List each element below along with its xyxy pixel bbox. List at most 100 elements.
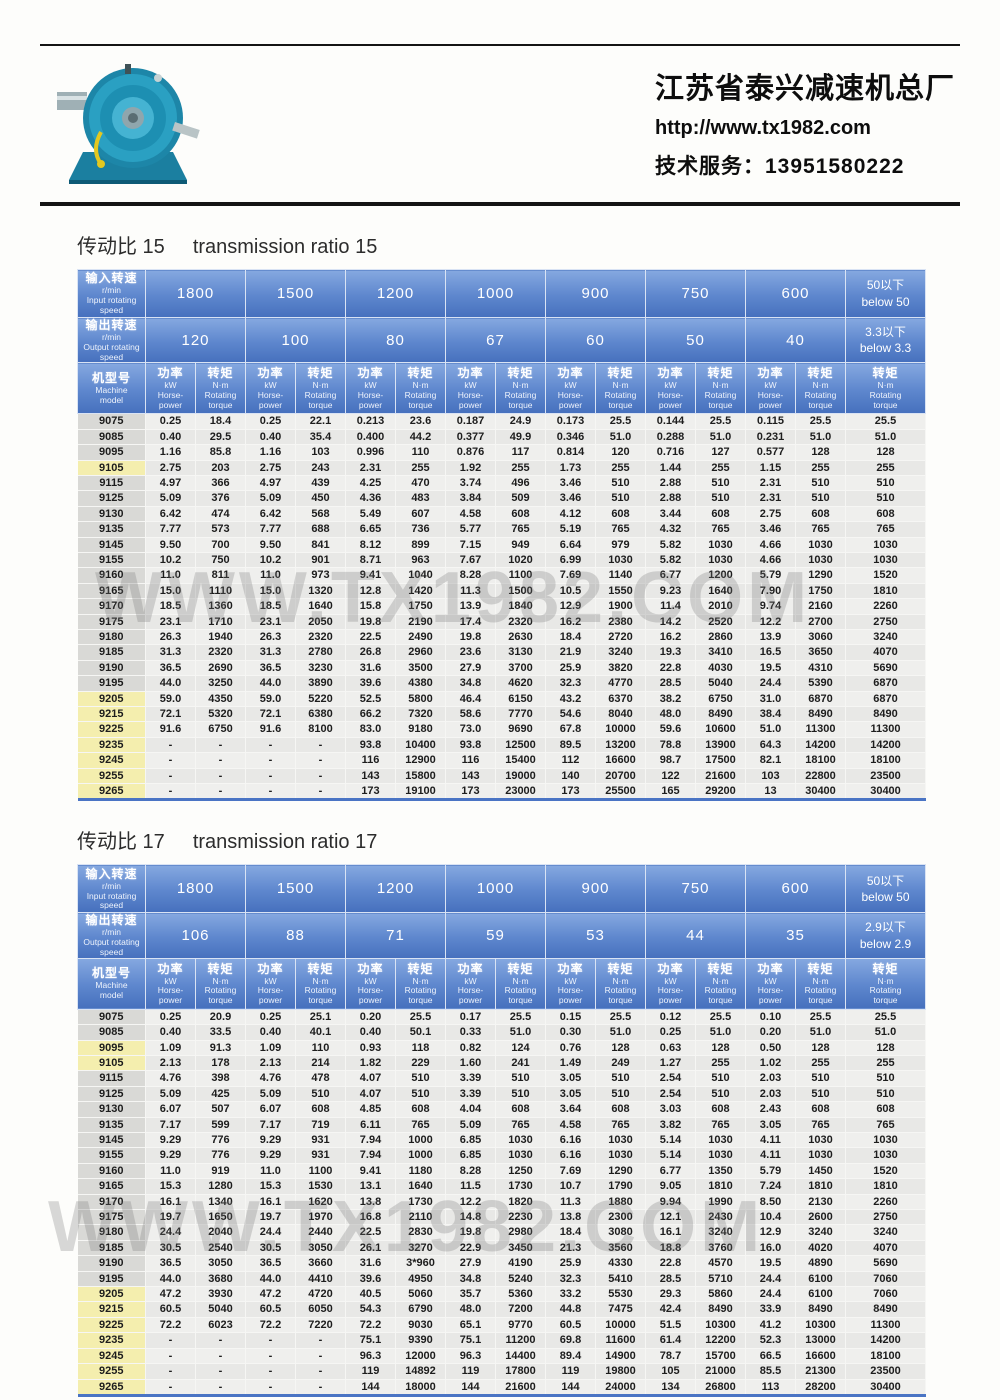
value-cell: 2.54 xyxy=(645,1070,696,1087)
title-en: transmission ratio 17 xyxy=(192,831,378,854)
value-cell: 255 xyxy=(695,460,746,476)
value-cell: 33.5 xyxy=(195,1024,246,1041)
value-cell: - xyxy=(245,1363,296,1380)
value-cell: 6.85 xyxy=(445,1147,496,1164)
value-cell: - xyxy=(245,1348,296,1365)
value-cell: 9390 xyxy=(395,1332,446,1349)
value-cell: 2300 xyxy=(595,1209,646,1226)
power-header: 功率 kW Horse-power xyxy=(745,362,796,415)
value-cell: - xyxy=(295,1379,346,1397)
value-cell: 510 xyxy=(845,475,926,492)
value-cell: 7.67 xyxy=(445,552,496,569)
value-cell: - xyxy=(145,1363,196,1380)
value-cell: 6370 xyxy=(595,691,646,708)
value-cell: 12.9 xyxy=(545,598,596,615)
value-cell: 2780 xyxy=(295,644,346,661)
value-cell: 2720 xyxy=(595,629,646,646)
value-cell: 1550 xyxy=(595,583,646,600)
value-cell: - xyxy=(145,737,196,754)
value-cell: 15400 xyxy=(495,752,546,769)
value-cell: 510 xyxy=(795,1070,846,1087)
output-speed-88: 88 xyxy=(245,912,346,959)
model-cell: 9165 xyxy=(77,1178,146,1195)
value-cell: 5390 xyxy=(795,675,846,692)
table-row: 9225 91.6 6750 91.6 8100 83.0 9180 73.0 9690 67.8… xyxy=(77,721,926,738)
value-cell: 16.5 xyxy=(745,644,796,661)
value-cell: 5.79 xyxy=(745,567,796,584)
value-cell: 2230 xyxy=(495,1209,546,1226)
model-cell: 9205 xyxy=(77,1286,146,1303)
value-cell: 18100 xyxy=(845,752,926,769)
value-cell: 2260 xyxy=(845,598,926,615)
value-cell: 10.2 xyxy=(245,552,296,569)
value-cell: 26.8 xyxy=(345,644,396,661)
value-cell: 2.31 xyxy=(745,490,796,507)
model-header: 机型号 Machine model xyxy=(77,362,146,415)
table-row: 9115 4.76 398 4.76 478 4.07 510 3.39 510 3.05 510 2… xyxy=(77,1070,926,1087)
output-speed-40: 40 xyxy=(745,316,846,364)
table-row: 9205 59.0 4350 59.0 5220 52.5 5800 46.4 6150 43.2… xyxy=(77,691,926,708)
value-cell: 9.41 xyxy=(345,1163,396,1180)
value-cell: 1.09 xyxy=(145,1040,196,1056)
model-cell: 9135 xyxy=(77,521,146,538)
value-cell: 3*960 xyxy=(395,1255,446,1272)
value-cell: 5530 xyxy=(595,1286,646,1303)
value-cell: 17500 xyxy=(695,752,746,769)
value-cell: 3240 xyxy=(695,1224,746,1241)
model-header: 机型号 Machine model xyxy=(77,957,146,1010)
value-cell: 0.876 xyxy=(445,444,496,461)
torque-header: 转矩 N·m Rotating torque xyxy=(845,362,926,415)
value-cell: 30400 xyxy=(845,783,926,802)
value-cell: - xyxy=(195,783,246,802)
company-block: 江苏省泰兴减速机总厂 http://www.tx1982.com 技术服务：13… xyxy=(655,65,955,180)
value-cell: 8490 xyxy=(695,1301,746,1318)
power-header: 功率 kW Horse-power xyxy=(545,957,596,1010)
value-cell: 29.3 xyxy=(645,1286,696,1303)
value-cell: 4890 xyxy=(795,1255,846,1272)
value-cell: 1250 xyxy=(495,1163,546,1180)
value-cell: 2.43 xyxy=(745,1101,796,1118)
value-cell: 7.77 xyxy=(145,521,196,538)
value-cell: 0.400 xyxy=(345,429,396,446)
output-speed-header: 输出转速 r/min Output rotating speed xyxy=(77,316,146,364)
table-row: 9185 30.5 2540 30.5 3050 26.1 3270 22.9 3450 21.3… xyxy=(77,1240,926,1257)
value-cell: 0.346 xyxy=(545,429,596,446)
value-cell: 19.8 xyxy=(445,629,496,646)
model-cell: 9125 xyxy=(77,1086,146,1103)
value-cell: - xyxy=(195,768,246,785)
value-cell: 3500 xyxy=(395,660,446,677)
value-cell: 8.71 xyxy=(345,552,396,569)
value-cell: 105 xyxy=(645,1363,696,1380)
value-cell: 113 xyxy=(745,1379,796,1397)
value-cell: 61.4 xyxy=(645,1332,696,1349)
value-cell: 11.0 xyxy=(145,567,196,584)
value-cell: 4070 xyxy=(845,1240,926,1257)
value-cell: 8.12 xyxy=(345,537,396,553)
value-cell: 2320 xyxy=(195,644,246,661)
value-cell: 96.3 xyxy=(445,1348,496,1365)
value-cell: 44.0 xyxy=(245,1271,296,1288)
value-cell: 1340 xyxy=(195,1194,246,1211)
value-cell: 67.8 xyxy=(545,721,596,738)
input-speed-900: 900 xyxy=(545,269,646,318)
value-cell: 6.11 xyxy=(345,1117,396,1134)
table-row: 9130 6.42 474 6.42 568 5.49 607 4.58 608 4.12 608 3… xyxy=(77,506,926,523)
value-cell: 16.2 xyxy=(645,629,696,646)
value-cell: 75.1 xyxy=(445,1332,496,1349)
value-cell: 11.3 xyxy=(545,1194,596,1211)
table-row: 9170 18.5 1360 18.5 1640 15.8 1750 13.9 1840 12.9… xyxy=(77,598,926,615)
value-cell: 5.09 xyxy=(145,1086,196,1103)
value-cell: 36.5 xyxy=(245,1255,296,1272)
value-cell: 1.09 xyxy=(245,1040,296,1056)
value-cell: 203 xyxy=(195,460,246,476)
value-cell: 1640 xyxy=(395,1178,446,1195)
input-speed-900: 900 xyxy=(545,864,646,914)
value-cell: 19.3 xyxy=(645,644,696,661)
value-cell: 1280 xyxy=(195,1178,246,1195)
torque-header: 转矩 N·m Rotating torque xyxy=(195,362,246,415)
value-cell: 11.4 xyxy=(645,598,696,615)
value-cell: 9.05 xyxy=(645,1178,696,1195)
value-cell: 1820 xyxy=(495,1194,546,1211)
value-cell: 52.3 xyxy=(745,1332,796,1349)
value-cell: 9.50 xyxy=(245,537,296,553)
